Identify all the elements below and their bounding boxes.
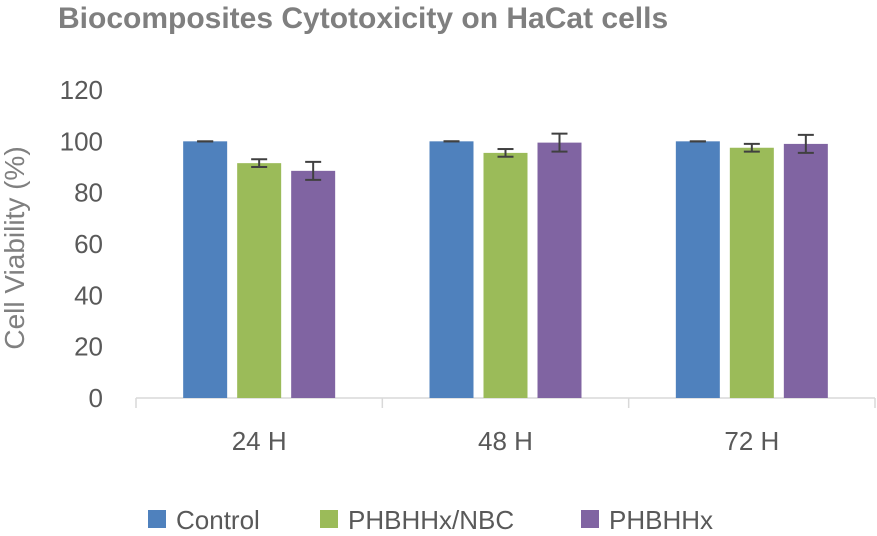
y-axis-title: Cell Viability (%) [0, 146, 30, 349]
y-tick-label: 80 [74, 178, 103, 208]
legend-label: PHBHHx/NBC [348, 505, 514, 535]
legend-label: PHBHHx [609, 505, 713, 535]
y-tick-label: 40 [74, 280, 103, 310]
x-tick-label: 72 H [724, 426, 779, 456]
bar [483, 152, 528, 398]
chart-title: Biocomposites Cytotoxicity on HaCat cell… [58, 2, 668, 35]
bar [783, 143, 828, 398]
bar [429, 141, 474, 399]
bar [729, 147, 774, 398]
bar [537, 142, 582, 398]
x-tick-label: 24 H [232, 426, 287, 456]
y-tick-label: 120 [60, 75, 103, 105]
plot-area: 0 20 40 60 80 100 120 24 H 48 H 72 H [60, 75, 876, 456]
legend-swatch [148, 510, 166, 528]
legend-swatch [320, 510, 338, 528]
y-tick-label: 0 [89, 383, 103, 413]
legend-swatch [581, 510, 599, 528]
bar [183, 141, 228, 399]
y-tick-label: 20 [74, 332, 103, 362]
y-tick-label: 100 [60, 126, 103, 156]
legend: Control PHBHHx/NBC PHBHHx [148, 505, 713, 535]
x-tick-label: 48 H [478, 426, 533, 456]
bar [291, 170, 336, 398]
legend-label: Control [176, 505, 260, 535]
y-tick-label: 60 [74, 229, 103, 259]
bar [675, 141, 720, 399]
bar [237, 163, 282, 398]
